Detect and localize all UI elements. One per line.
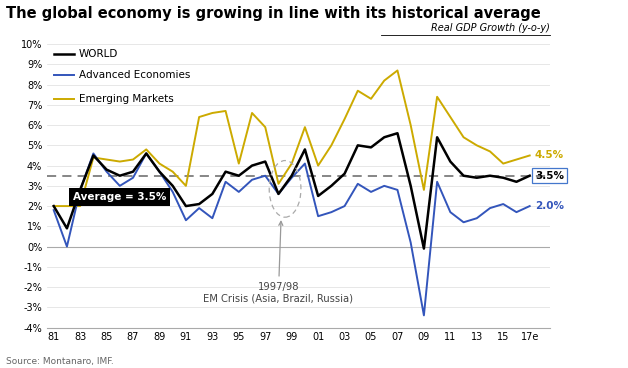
Text: Source: Montanaro, IMF.: Source: Montanaro, IMF. [6, 357, 114, 366]
Text: The global economy is growing in line with its historical average: The global economy is growing in line wi… [6, 6, 541, 21]
Text: 3.5%: 3.5% [535, 171, 564, 181]
Text: 2.0%: 2.0% [535, 201, 564, 211]
Text: 1997/98
EM Crisis (Asia, Brazil, Russia): 1997/98 EM Crisis (Asia, Brazil, Russia) [203, 222, 354, 303]
Text: WORLD: WORLD [79, 49, 118, 59]
Text: 4.5%: 4.5% [535, 151, 564, 160]
Text: Emerging Markets: Emerging Markets [79, 94, 173, 104]
Text: Advanced Economies: Advanced Economies [79, 70, 190, 79]
Text: Average = 3.5%: Average = 3.5% [73, 192, 166, 202]
Text: Real GDP Growth (y-o-y): Real GDP Growth (y-o-y) [431, 23, 550, 33]
